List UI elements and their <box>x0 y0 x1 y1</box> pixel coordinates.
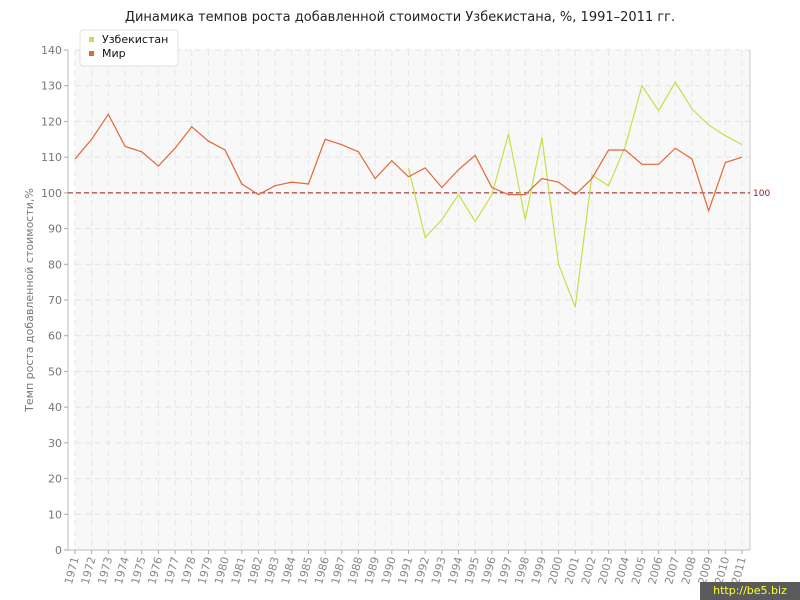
y-tick-label: 90 <box>48 223 62 236</box>
data-point <box>490 186 493 189</box>
legend-label: Узбекистан <box>102 33 168 46</box>
legend-swatch <box>89 51 94 56</box>
data-point <box>624 145 627 148</box>
data-point <box>490 193 493 196</box>
data-point <box>624 148 627 151</box>
data-point <box>524 193 527 196</box>
y-tick-label: 120 <box>41 115 62 128</box>
data-point <box>240 182 243 185</box>
watermark[interactable]: http://be5.biz <box>700 582 800 600</box>
reference-line-group: 100 <box>68 189 770 199</box>
data-point <box>640 163 643 166</box>
data-point <box>524 218 527 221</box>
series-2 <box>73 113 743 213</box>
data-point <box>457 193 460 196</box>
data-point <box>390 159 393 162</box>
data-point <box>340 143 343 146</box>
y-tick-label: 0 <box>55 544 62 557</box>
series-line <box>407 80 743 308</box>
data-point <box>724 161 727 164</box>
y-tick-label: 140 <box>41 44 62 57</box>
y-tick-label: 80 <box>48 258 62 271</box>
series-1 <box>407 80 743 309</box>
data-point <box>557 181 560 184</box>
data-point <box>457 168 460 171</box>
series-line <box>74 113 743 213</box>
data-point <box>324 138 327 141</box>
data-point <box>740 143 743 146</box>
data-point <box>574 306 577 309</box>
data-point <box>290 181 293 184</box>
data-point <box>657 109 660 112</box>
data-point <box>540 136 543 139</box>
data-point <box>707 209 710 212</box>
data-point <box>90 138 93 141</box>
data-point <box>607 184 610 187</box>
y-tick-label: 110 <box>41 151 62 164</box>
data-point <box>474 154 477 157</box>
data-point <box>507 132 510 135</box>
data-point <box>307 182 310 185</box>
y-tick-label: 40 <box>48 401 62 414</box>
reference-line-label: 100 <box>753 189 770 199</box>
data-point <box>607 148 610 151</box>
data-point <box>707 123 710 126</box>
data-point <box>123 145 126 148</box>
data-point <box>140 150 143 153</box>
data-point <box>674 147 677 150</box>
axes: 0102030405060708090100110120130140197119… <box>41 44 751 586</box>
data-point <box>440 186 443 189</box>
y-axis-title: Темп роста добавленной стоимости,% <box>23 188 36 413</box>
legend-label: Мир <box>102 47 126 60</box>
series-group <box>73 80 743 309</box>
data-point <box>557 263 560 266</box>
data-point <box>157 164 160 167</box>
data-point <box>724 134 727 137</box>
data-point <box>207 139 210 142</box>
data-point <box>357 150 360 153</box>
data-point <box>407 166 410 169</box>
data-point <box>640 84 643 87</box>
data-point <box>507 193 510 196</box>
y-tick-label: 50 <box>48 365 62 378</box>
y-tick-label: 130 <box>41 80 62 93</box>
data-point <box>674 81 677 84</box>
data-point <box>590 177 593 180</box>
chart-title: Динамика темпов роста добавленной стоимо… <box>124 10 676 25</box>
data-point <box>690 157 693 160</box>
data-point <box>424 166 427 169</box>
data-point <box>73 157 76 160</box>
data-point <box>474 220 477 223</box>
data-point <box>657 163 660 166</box>
legend-swatch <box>89 37 94 42</box>
data-point <box>540 177 543 180</box>
y-tick-label: 10 <box>48 508 62 521</box>
data-point <box>173 147 176 150</box>
data-point <box>257 193 260 196</box>
data-point <box>107 113 110 116</box>
data-point <box>424 236 427 239</box>
data-point <box>690 107 693 110</box>
data-point <box>374 177 377 180</box>
data-point <box>440 218 443 221</box>
data-point <box>407 175 410 178</box>
y-tick-label: 70 <box>48 294 62 307</box>
y-tick-label: 100 <box>41 187 62 200</box>
data-point <box>223 148 226 151</box>
legend-box <box>79 29 179 67</box>
data-point <box>190 125 193 128</box>
data-point <box>740 156 743 159</box>
data-point <box>574 193 577 196</box>
y-tick-label: 20 <box>48 473 62 486</box>
y-tick-label: 30 <box>48 437 62 450</box>
data-point <box>274 184 277 187</box>
y-tick-label: 60 <box>48 330 62 343</box>
